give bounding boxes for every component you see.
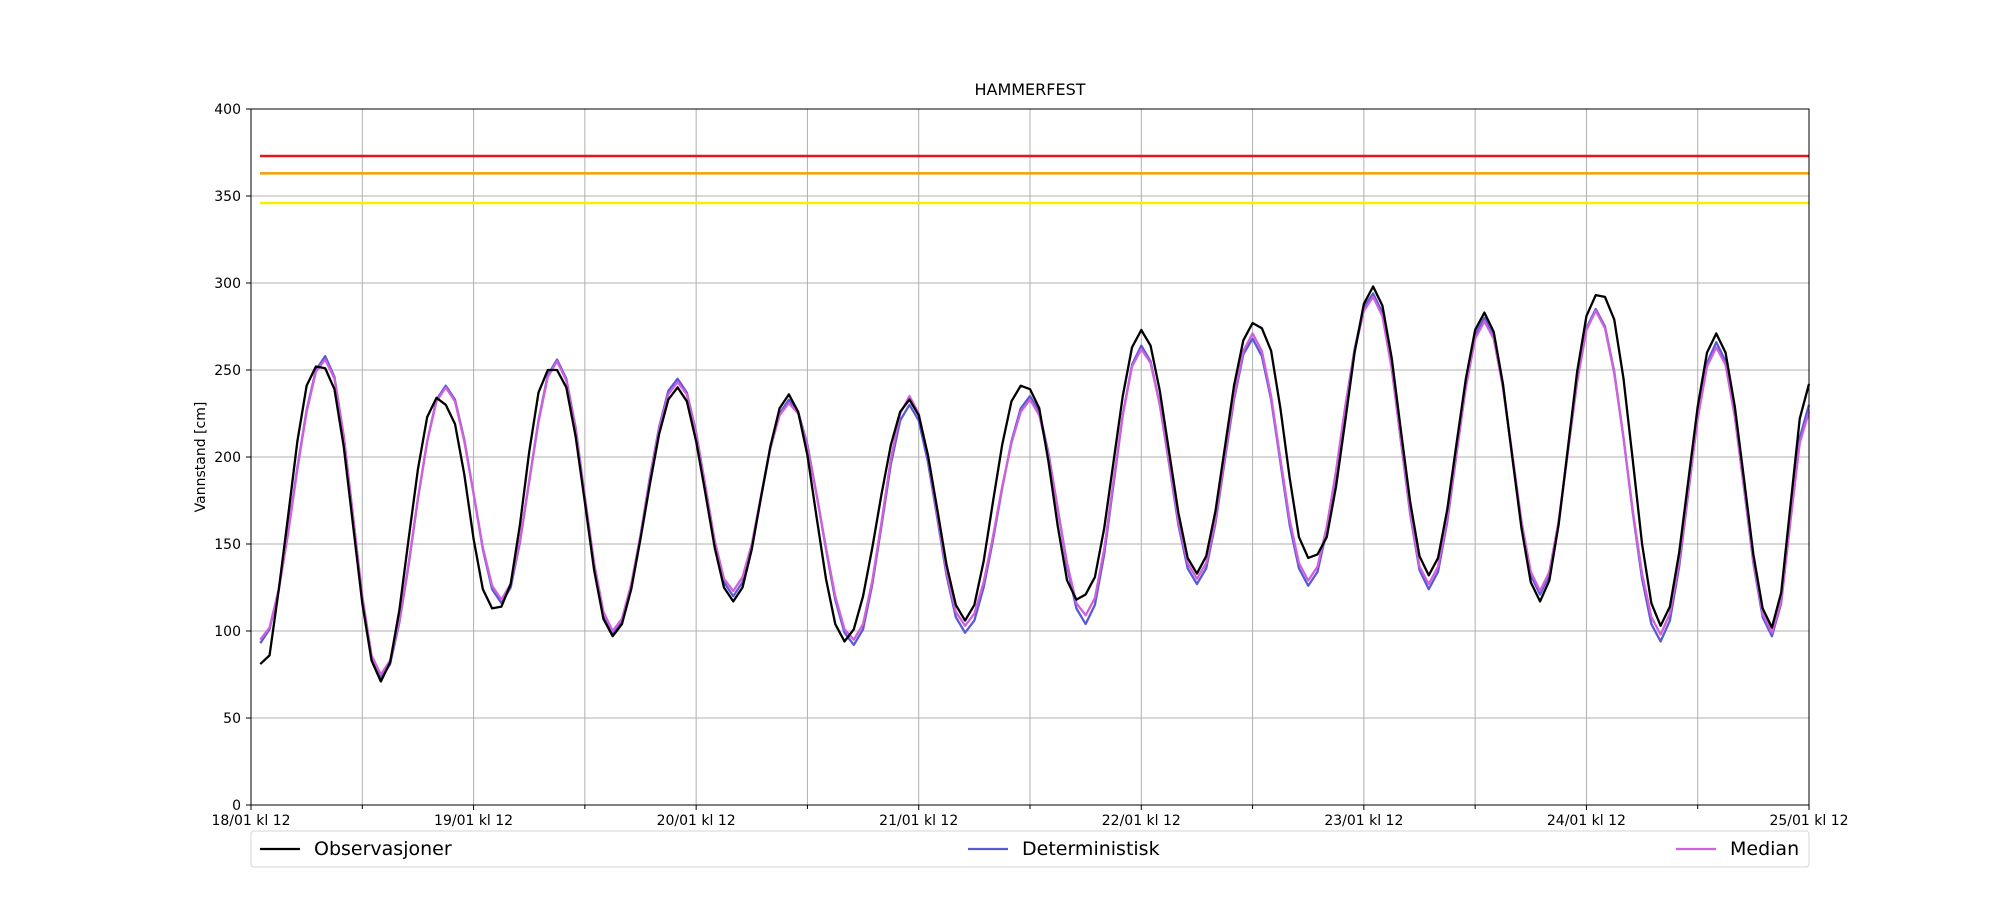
x-tick-label: 25/01 kl 12	[1769, 813, 1848, 829]
legend-box	[250, 830, 1810, 868]
legend-label: Deterministisk	[1022, 838, 1160, 860]
series-line	[259, 295, 1811, 676]
x-tick-label: 19/01 kl 12	[434, 813, 513, 829]
x-tick-label: 20/01 kl 12	[657, 813, 736, 829]
series-line	[259, 285, 1811, 683]
x-tick-label: 22/01 kl 12	[1102, 813, 1181, 829]
plot-frame	[250, 108, 1810, 806]
y-axis-label: Vannstand [cm]	[193, 402, 209, 513]
legend-label: Observasjoner	[314, 838, 452, 860]
x-tick-label: 18/01 kl 12	[211, 813, 290, 829]
y-tick-label: 400	[214, 102, 241, 118]
y-tick-label: 350	[214, 189, 241, 205]
x-tick-label: 21/01 kl 12	[879, 813, 958, 829]
y-tick-label: 0	[232, 798, 241, 814]
y-tick-label: 50	[223, 711, 241, 727]
chart-title: HAMMERFEST	[974, 80, 1085, 99]
series-line	[259, 292, 1811, 680]
y-tick-label: 150	[214, 537, 241, 553]
legend-label: Median	[1730, 838, 1799, 860]
x-tick-label: 23/01 kl 12	[1324, 813, 1403, 829]
y-tick-label: 300	[214, 276, 241, 292]
y-tick-label: 200	[214, 450, 241, 466]
y-tick-label: 250	[214, 363, 241, 379]
x-tick-label: 24/01 kl 12	[1547, 813, 1626, 829]
y-tick-label: 100	[214, 624, 241, 640]
